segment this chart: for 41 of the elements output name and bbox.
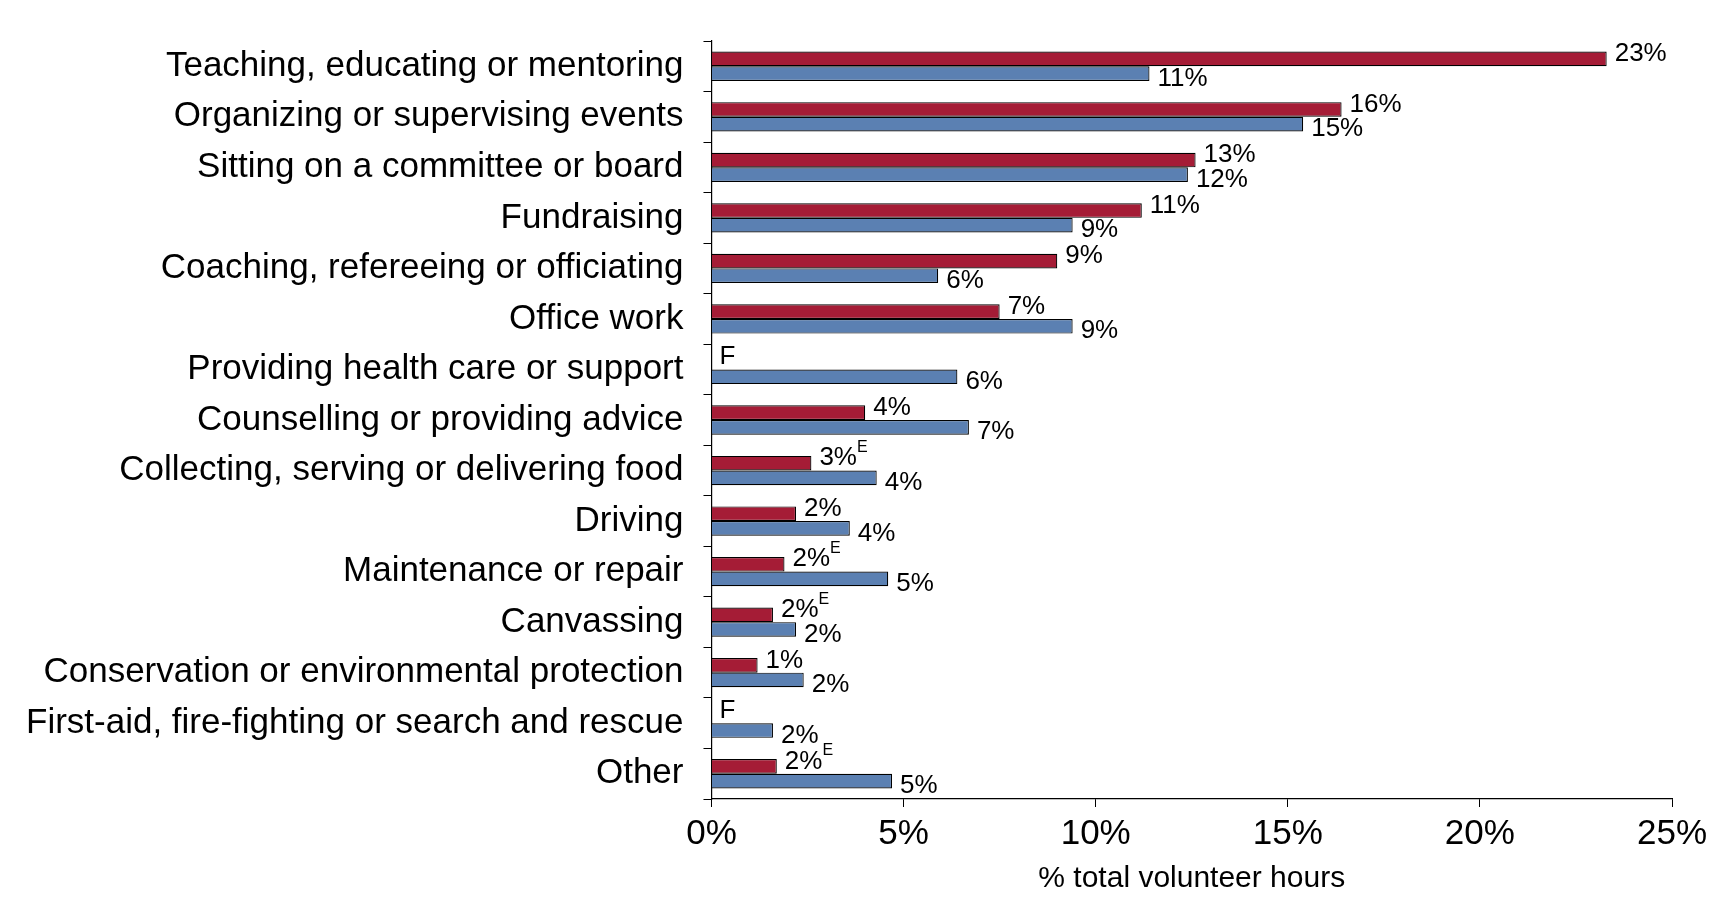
x-tick-label: 25% [1636,811,1708,851]
y-tick-label: Organizing or supervising events [173,94,684,134]
y-tick-label: Coaching, refereeing or officiating [160,246,684,286]
y-tick-label: Providing health care or support [187,347,684,387]
data-label: 6% [946,263,984,294]
data-label: 5% [900,769,938,800]
y-tick-label: Other [595,751,684,791]
y-tick-label: First-aid, fire-fighting or search and rescue [26,700,684,740]
x-tick-label: 10% [1060,811,1131,851]
y-tick-label: Counselling or providing advice [197,397,684,437]
data-label: 6% [965,364,1003,395]
data-label: 2% [804,491,842,522]
y-tick-label: Office work [509,296,684,336]
text: F [719,694,736,725]
data-label: 2% [780,718,819,749]
y-tick-label: Collecting, serving or delivering food [119,448,684,488]
data-label: 7% [1007,289,1046,320]
data-label: 1% [765,643,804,674]
y-tick-label: Fundraising [500,195,684,235]
x-axis-title: % total volunteer hours [1038,860,1346,894]
data-label: 2% [811,668,850,699]
x-tick-label: 20% [1444,811,1515,851]
y-tick-label: Conservation or environmental protection [43,650,684,690]
x-tick-label: 15% [1252,811,1323,851]
data-label: 4% [873,390,911,421]
x-tick-label: 0% [686,811,737,851]
text: F [719,340,736,371]
data-label: 2% [804,617,842,648]
y-tick-label: Maintenance or repair [343,549,684,589]
data-label: 11% [1157,61,1208,92]
y-tick-label: Sitting on a committee or board [197,144,684,184]
data-label: 9% [1080,314,1119,345]
y-tick-label: Teaching, educating or mentoring [165,43,684,83]
data-label: 7% [976,415,1015,446]
data-label: 4% [857,516,896,547]
data-label: 5% [896,567,934,598]
data-label: 4% [884,466,923,497]
y-tick-label: Canvassing [500,599,684,639]
data-label: 23% [1614,37,1667,68]
x-tick-label: 5% [878,811,929,851]
y-tick-label: Driving [574,498,684,538]
